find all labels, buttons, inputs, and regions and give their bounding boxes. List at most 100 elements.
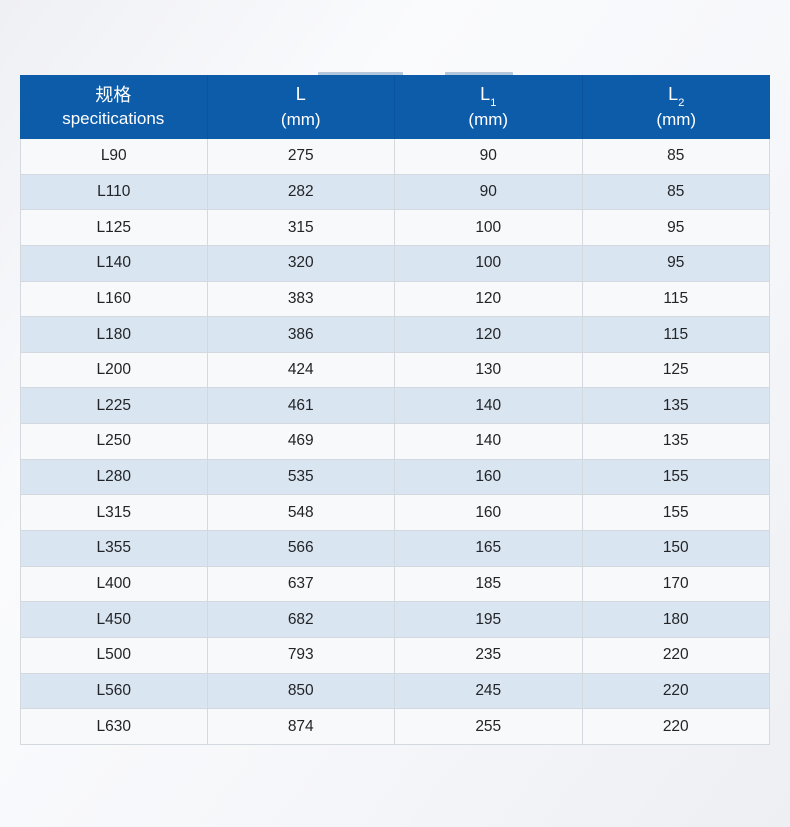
table-row: L125 315 100 95 <box>20 210 770 246</box>
table-body: L90 275 90 85 L110 282 90 85 L125 315 10… <box>20 139 770 745</box>
column-header-l2-unit: (mm) <box>656 109 697 129</box>
l1-cell: 185 <box>395 566 583 603</box>
column-header-l2-symbol: L2 <box>668 83 685 110</box>
l-cell: 469 <box>207 424 395 460</box>
table-row: L280 535 160 155 <box>20 459 770 496</box>
spec-cell: L225 <box>20 388 208 425</box>
l-cell: 282 <box>207 174 395 211</box>
l1-cell: 160 <box>395 495 583 532</box>
table-row: L560 850 245 220 <box>20 673 770 710</box>
table-row: L90 275 90 85 <box>20 139 770 175</box>
l2-cell: 170 <box>582 566 770 603</box>
table-row: L400 637 185 170 <box>20 566 770 603</box>
spec-cell: L180 <box>20 317 208 353</box>
l1-cell: 160 <box>395 459 583 496</box>
header-top-bump-left <box>318 72 403 76</box>
l-cell: 461 <box>207 388 395 425</box>
l1-symbol: L <box>480 83 491 104</box>
l-cell: 682 <box>207 602 395 638</box>
l2-subscript: 2 <box>678 97 685 110</box>
l1-cell: 235 <box>395 637 583 674</box>
spec-cell: L125 <box>20 210 208 246</box>
l1-cell: 130 <box>395 352 583 389</box>
l-cell: 535 <box>207 459 395 496</box>
l-cell: 850 <box>207 673 395 710</box>
l2-symbol: L <box>668 83 679 104</box>
spec-cell: L500 <box>20 637 208 674</box>
l2-cell: 135 <box>582 424 770 460</box>
table-row: L315 548 160 155 <box>20 495 770 532</box>
l2-cell: 180 <box>582 602 770 638</box>
spec-cell: L90 <box>20 139 208 175</box>
spec-cell: L450 <box>20 602 208 638</box>
table-header: 规格 specitications L (mm) L1 (mm) L2 (mm) <box>20 75 770 139</box>
header-top-bump-right <box>445 72 513 76</box>
table-row: L200 424 130 125 <box>20 352 770 389</box>
l1-cell: 100 <box>395 210 583 246</box>
l2-cell: 220 <box>582 709 770 745</box>
spec-cell: L630 <box>20 709 208 745</box>
table-row: L630 874 255 220 <box>20 709 770 745</box>
column-header-l-unit: (mm) <box>280 109 321 129</box>
spec-cell: L250 <box>20 424 208 460</box>
column-header-l-symbol: L <box>296 83 306 109</box>
spec-table: 规格 specitications L (mm) L1 (mm) L2 (mm)… <box>20 75 770 745</box>
table-row: L180 386 120 115 <box>20 317 770 353</box>
l1-cell: 195 <box>395 602 583 638</box>
column-header-specifications-en: specitications <box>62 108 165 128</box>
l2-cell: 150 <box>582 531 770 567</box>
table-row: L355 566 165 150 <box>20 531 770 567</box>
l1-cell: 165 <box>395 531 583 567</box>
spec-cell: L280 <box>20 459 208 496</box>
table-row: L110 282 90 85 <box>20 174 770 211</box>
table-row: L250 469 140 135 <box>20 424 770 460</box>
spec-cell: L160 <box>20 281 208 318</box>
l1-cell: 100 <box>395 245 583 282</box>
column-header-specifications: 规格 specitications <box>20 75 208 139</box>
l2-cell: 95 <box>582 210 770 246</box>
table-row: L140 320 100 95 <box>20 245 770 282</box>
l-cell: 424 <box>207 352 395 389</box>
l1-cell: 140 <box>395 424 583 460</box>
l2-cell: 220 <box>582 673 770 710</box>
spec-cell: L400 <box>20 566 208 603</box>
table-row: L225 461 140 135 <box>20 388 770 425</box>
spec-cell: L355 <box>20 531 208 567</box>
l1-cell: 255 <box>395 709 583 745</box>
l1-cell: 90 <box>395 174 583 211</box>
table-row: L160 383 120 115 <box>20 281 770 318</box>
l2-cell: 85 <box>582 139 770 175</box>
l-cell: 566 <box>207 531 395 567</box>
l-cell: 383 <box>207 281 395 318</box>
l-cell: 320 <box>207 245 395 282</box>
l1-cell: 120 <box>395 281 583 318</box>
table-row: L450 682 195 180 <box>20 602 770 638</box>
l2-cell: 95 <box>582 245 770 282</box>
l-cell: 637 <box>207 566 395 603</box>
l2-cell: 220 <box>582 637 770 674</box>
column-header-l1: L1 (mm) <box>395 75 583 139</box>
column-header-specifications-zh: 规格 <box>95 84 132 105</box>
l-cell: 548 <box>207 495 395 532</box>
column-header-l1-symbol: L1 <box>480 83 496 110</box>
column-header-l: L (mm) <box>208 75 395 139</box>
l2-cell: 85 <box>582 174 770 211</box>
l2-cell: 115 <box>582 281 770 318</box>
spec-cell: L200 <box>20 352 208 389</box>
l2-cell: 115 <box>582 317 770 353</box>
l2-cell: 155 <box>582 459 770 496</box>
l1-cell: 245 <box>395 673 583 710</box>
spec-cell: L140 <box>20 245 208 282</box>
table-row: L500 793 235 220 <box>20 637 770 674</box>
l2-cell: 125 <box>582 352 770 389</box>
spec-cell: L560 <box>20 673 208 710</box>
l-cell: 386 <box>207 317 395 353</box>
spec-cell: L110 <box>20 174 208 211</box>
l2-cell: 155 <box>582 495 770 532</box>
l-symbol: L <box>295 83 306 104</box>
column-header-l1-unit: (mm) <box>468 109 509 129</box>
l1-cell: 140 <box>395 388 583 425</box>
l1-cell: 120 <box>395 317 583 353</box>
l-cell: 275 <box>207 139 395 175</box>
